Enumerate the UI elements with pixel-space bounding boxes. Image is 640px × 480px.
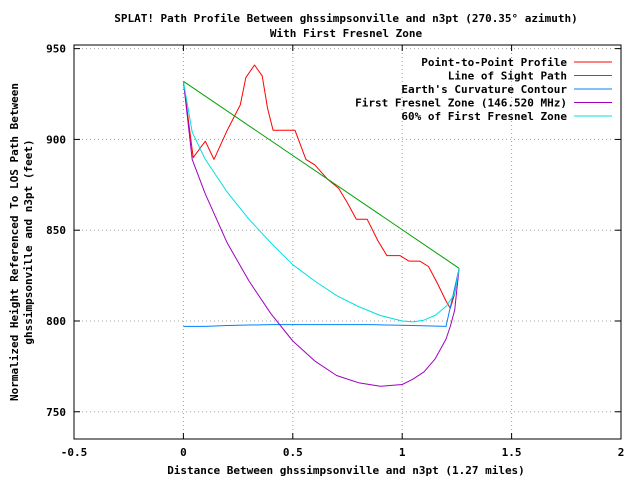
y-tick-label: 900 (46, 133, 66, 146)
series-line-line-of-sight-path (183, 80, 460, 269)
chart-title: SPLAT! Path Profile Between ghssimpsonvi… (114, 12, 578, 25)
x-tick-label: 2 (618, 446, 625, 459)
series-line-60-of-first-fresnel-zone (182, 81, 460, 323)
x-tick-label: 0.5 (283, 446, 303, 459)
x-tick-label: -0.5 (61, 446, 88, 459)
series-lines (182, 64, 460, 387)
x-tick-label: 1 (399, 446, 406, 459)
y-tick-label: 800 (46, 315, 66, 328)
series-line-point-to-point-profile (182, 64, 460, 309)
ticks: -0.5 0 0.5 1 1.5 2 750 800 850 900 950 (46, 43, 624, 459)
y-axis-label-line-1: Normalized Height Referenced To LOS Path… (8, 83, 21, 401)
series-line-first-fresnel-zone-146-520-mhz (182, 81, 460, 387)
x-tick-label: 1.5 (502, 446, 522, 459)
x-tick-label: 0 (180, 446, 187, 459)
y-axis-label-line-2: ghssimpsonville and n3pt (feet) (22, 139, 35, 344)
legend-label: Earth's Curvature Contour (401, 83, 567, 96)
legend-label: Line of Sight Path (448, 70, 567, 83)
series-line-earth-s-curvature-contour (183, 268, 460, 327)
y-tick-label: 750 (46, 406, 66, 419)
x-axis-label: Distance Between ghssimpsonville and n3p… (167, 464, 525, 477)
chart-subtitle: With First Fresnel Zone (270, 27, 423, 40)
legend-label: Point-to-Point Profile (421, 56, 567, 69)
legend-label: First Fresnel Zone (146.520 MHz) (355, 97, 567, 110)
y-tick-label: 850 (46, 224, 66, 237)
y-tick-label: 950 (46, 43, 66, 56)
plot-frame (73, 44, 622, 440)
legend-label: 60% of First Fresnel Zone (401, 110, 567, 123)
